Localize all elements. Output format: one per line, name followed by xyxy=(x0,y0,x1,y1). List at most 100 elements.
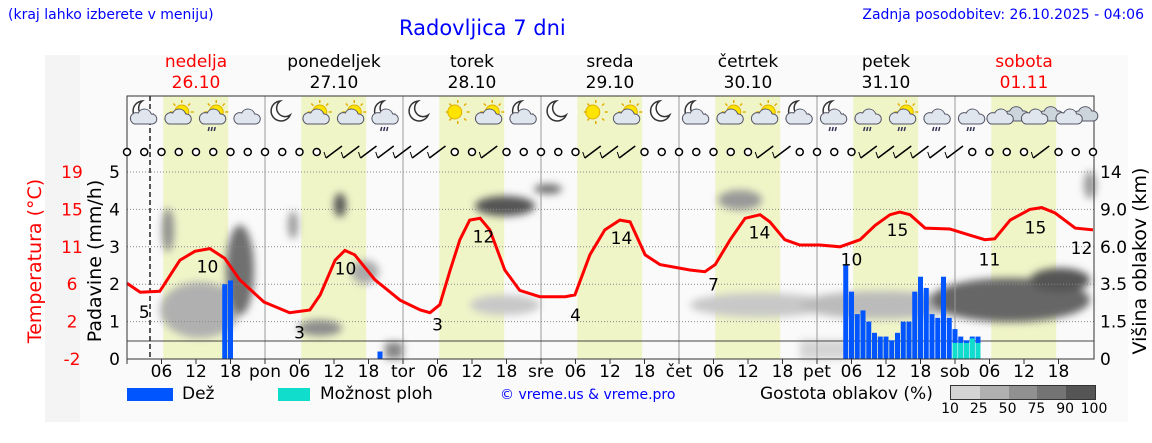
day-date: 31.10 xyxy=(861,73,911,93)
barb-flag xyxy=(875,151,879,159)
barb-shaft xyxy=(912,145,929,159)
day-date: 28.10 xyxy=(447,73,497,93)
credit-link[interactable]: © vreme.us & vreme.pro xyxy=(500,387,676,403)
rain-drop xyxy=(900,126,903,132)
cloud-height-axis-label: Višina oblakov (km) xyxy=(1129,167,1151,355)
rain-bar xyxy=(377,351,383,359)
daylight-band xyxy=(301,96,367,359)
calm-wind-icon xyxy=(243,147,252,157)
temperature-axis-label: Temperatura (°C) xyxy=(24,178,46,344)
cloud-height-tick-label: 3.5 xyxy=(1100,275,1127,295)
rain-drop xyxy=(866,126,869,132)
calm-wind-icon xyxy=(174,147,183,157)
x-tick-label: 06 xyxy=(703,362,725,382)
rain-drop xyxy=(383,126,386,132)
cloud-icon xyxy=(233,108,261,125)
temperature-line xyxy=(126,206,1094,315)
sun-ray xyxy=(601,117,605,122)
calm-wind-icon xyxy=(847,147,856,157)
rain-drop xyxy=(210,126,213,132)
cloud-shape xyxy=(819,108,848,125)
sun-ray xyxy=(774,102,778,107)
region-hint[interactable]: (kraj lahko izberete v meniju) xyxy=(8,7,214,23)
scale-label: 90 xyxy=(1056,401,1075,417)
rain-legend-label: Dež xyxy=(182,384,215,404)
barb-flag xyxy=(944,151,948,159)
day-name: nedelja xyxy=(164,52,228,72)
x-tick-label: 12 xyxy=(461,362,483,382)
temp-tick-label: 2 xyxy=(67,313,78,333)
barb-flag xyxy=(427,151,430,159)
temp-tick-label: -2 xyxy=(64,350,81,370)
calm-wind-icon xyxy=(985,147,994,157)
sun-ray xyxy=(222,102,226,107)
cloud-shape xyxy=(164,108,192,125)
precip-tick-label: 4 xyxy=(109,200,120,220)
showers-bar xyxy=(952,342,958,359)
sun-cloud-icon xyxy=(716,100,746,125)
day-date: 30.10 xyxy=(723,73,773,93)
cloud-shape xyxy=(957,108,986,125)
rain-bar xyxy=(222,284,228,359)
barb-flag xyxy=(892,151,896,159)
barb-shaft xyxy=(377,145,395,159)
calm-wind-icon xyxy=(502,147,511,157)
sun-shape xyxy=(585,104,601,120)
moon-shape xyxy=(546,100,569,122)
calm-wind-icon xyxy=(692,147,701,157)
barb-shaft xyxy=(429,145,446,159)
temperature-label: 10 xyxy=(197,258,219,278)
sun-ray xyxy=(636,102,640,107)
barb-flag xyxy=(599,151,603,159)
x-tick-label: 12 xyxy=(737,362,759,382)
cloud-shape xyxy=(612,108,641,125)
sun-cloud-icon xyxy=(164,100,194,125)
scale-swatch xyxy=(951,386,980,399)
rain-drop xyxy=(932,126,935,132)
cloud-height-tick-label: 9.0 xyxy=(1100,200,1127,220)
barb-shaft xyxy=(360,145,377,159)
cloud-shape xyxy=(750,108,779,125)
calm-wind-icon xyxy=(571,147,580,157)
rain-drop xyxy=(207,126,210,132)
x-tick-label: 06 xyxy=(841,362,863,382)
rain-drop xyxy=(972,126,975,132)
wind-barb-icon xyxy=(944,145,964,159)
precip-tick-label: 0 xyxy=(109,350,120,370)
sun-ray xyxy=(601,102,605,107)
calm-wind-icon xyxy=(812,147,822,157)
calm-wind-icon xyxy=(1019,147,1029,157)
rain-drop xyxy=(938,126,941,132)
wind-barb-icon xyxy=(323,145,343,159)
barb-flag xyxy=(772,151,775,159)
cloud-shape xyxy=(509,108,537,125)
day-date: 29.10 xyxy=(585,73,635,93)
sun-icon xyxy=(583,100,608,124)
sun-ray xyxy=(325,102,329,107)
calm-wind-icon xyxy=(640,147,649,157)
temperature-label: 15 xyxy=(887,221,909,241)
scale-swatch xyxy=(1037,386,1067,399)
showers-legend-swatch xyxy=(278,388,310,401)
rain-drop xyxy=(863,126,866,132)
moon-cloud-rain-icon xyxy=(371,100,399,132)
rain-drop xyxy=(834,126,837,132)
cloud-density-legend-title: Gostota oblakov (%) xyxy=(760,384,933,404)
x-tick-label: 12 xyxy=(875,362,897,382)
cloud-density-scale xyxy=(950,385,1096,400)
sun-cloud-rain-icon xyxy=(198,100,229,132)
sun-cloud-rain-icon xyxy=(888,100,919,132)
moon-shape xyxy=(408,100,431,122)
barb-shaft xyxy=(1032,145,1050,159)
x-tick-label: 06 xyxy=(565,362,587,382)
temp-tick-label: 15 xyxy=(61,200,83,220)
calm-wind-icon xyxy=(830,147,839,157)
precip-tick-label: 1 xyxy=(109,313,120,333)
rain-drop xyxy=(386,126,389,132)
sun-ray xyxy=(448,102,452,107)
temperature-label: 12 xyxy=(473,227,495,247)
showers-bar xyxy=(969,338,975,359)
barb-flag xyxy=(375,151,379,159)
moon-icon xyxy=(649,100,672,122)
